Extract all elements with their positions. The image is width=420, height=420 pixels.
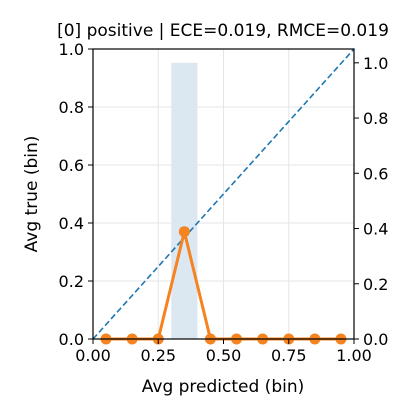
y-axis-label: Avg true (bin) xyxy=(22,136,42,253)
x-axis-label: Avg predicted (bin) xyxy=(142,377,305,397)
y-right-tick-label: 0.6 xyxy=(363,164,388,183)
x-tick-label: 0.25 xyxy=(140,346,176,365)
y-right-tick-label: 1.0 xyxy=(363,54,388,73)
y-tick-label: 0.8 xyxy=(59,98,84,117)
histogram-bar xyxy=(171,62,198,340)
y-right-tick-label: 0.0 xyxy=(363,330,388,349)
y-axis-right-ticks: 0.0 0.2 0.4 0.6 0.8 1.0 xyxy=(354,54,388,349)
histogram xyxy=(171,62,198,340)
diagonal-reference-line xyxy=(92,48,355,340)
y-tick-label: 1.0 xyxy=(59,40,84,59)
y-tick-label: 0.4 xyxy=(59,214,84,233)
y-tick-label: 0.2 xyxy=(59,272,84,291)
x-tick-label: 1.00 xyxy=(336,346,372,365)
y-tick-label: 0.0 xyxy=(59,330,84,349)
y-right-tick-label: 0.4 xyxy=(363,220,388,239)
x-tick-label: 0.50 xyxy=(206,346,242,365)
x-tick-label: 0.00 xyxy=(75,346,111,365)
diagonal-line xyxy=(92,48,355,340)
x-axis-ticks: 0.00 0.25 0.50 0.75 1.00 xyxy=(75,339,372,365)
calibration-point xyxy=(178,226,190,238)
y-right-tick-label: 0.8 xyxy=(363,109,388,128)
x-tick-label: 0.75 xyxy=(271,346,307,365)
y-right-tick-label: 0.2 xyxy=(363,275,388,294)
y-tick-label: 0.6 xyxy=(59,156,84,175)
y-axis-ticks: 0.0 0.2 0.4 0.6 0.8 1.0 xyxy=(59,40,93,349)
chart-title: [0] positive | ECE=0.019, RMCE=0.019 xyxy=(57,21,389,41)
